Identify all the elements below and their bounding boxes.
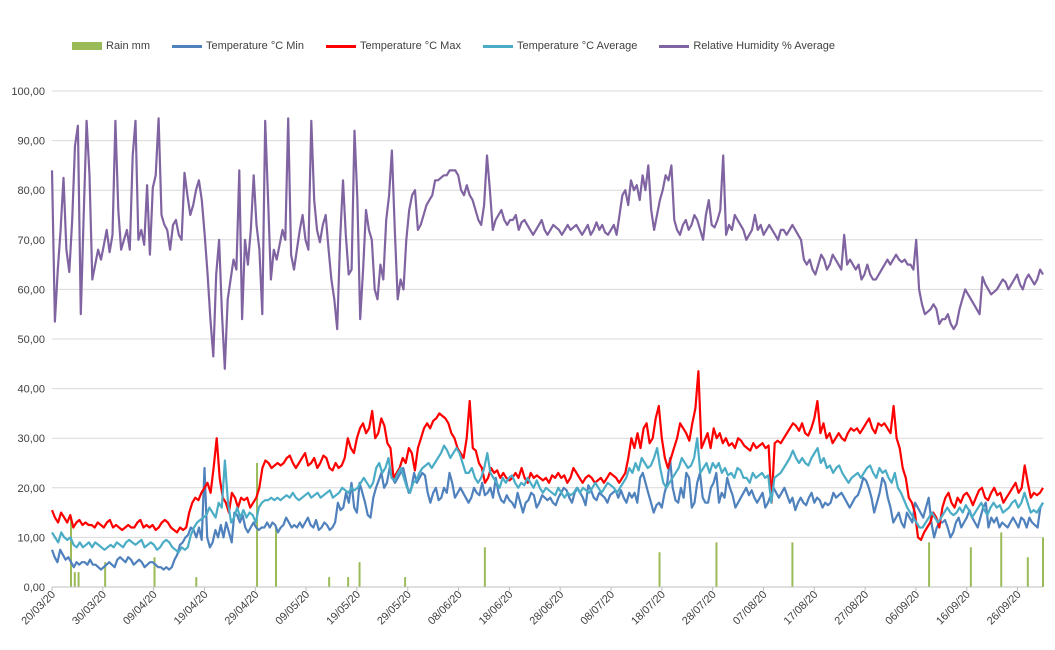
x-tick-label: 29/04/20 — [223, 589, 262, 628]
rain-bar — [715, 542, 718, 587]
rain-bar — [73, 572, 76, 587]
y-tick-label: 20,00 — [17, 483, 45, 495]
rain-bar — [69, 517, 72, 587]
legend-swatch-temp-max — [325, 44, 356, 48]
rain-bar — [404, 577, 407, 587]
y-tick-label: 10,00 — [17, 532, 45, 544]
rain-bar — [195, 577, 198, 587]
legend-label-rain: Rain mm — [106, 40, 151, 52]
y-axis-tick-labels: 0,00 10,00 20,00 30,00 40,00 50,00 60,00 70,00 8… — [11, 86, 45, 594]
rain-bar — [104, 562, 107, 587]
x-tick-label: 29/05/20 — [375, 589, 414, 628]
legend-swatch-rain — [72, 42, 102, 50]
rain-bar — [791, 542, 794, 587]
legend-swatch-temp-avg — [482, 44, 513, 48]
series-line-relative-humidity-average — [50, 117, 1044, 370]
series-line-temperature-c-average — [51, 437, 1044, 554]
x-axis-tick-labels: 20/03/20 30/03/20 09/04/20 19/04/20 29/04/20… — [19, 587, 1024, 628]
legend-label-temp-avg: Temperature °C Average — [516, 40, 638, 52]
legend-swatch-temp-min — [172, 44, 203, 48]
rain-bar — [658, 552, 661, 587]
y-tick-label: 80,00 — [17, 185, 45, 197]
x-tick-label: 26/09/20 — [985, 589, 1024, 628]
rain-bar — [77, 572, 80, 587]
x-tick-label: 27/08/20 — [832, 589, 871, 628]
x-tick-label: 09/04/20 — [121, 589, 160, 628]
legend-label-temp-min: Temperature °C Min — [206, 40, 304, 52]
legend-swatch-humidity — [659, 44, 690, 48]
y-tick-label: 50,00 — [17, 334, 45, 346]
rain-bar — [928, 542, 931, 587]
x-tick-label: 16/09/20 — [934, 589, 973, 628]
rain-bar — [1042, 537, 1044, 587]
legend-item-temp-avg: Temperature °C Average — [482, 40, 638, 52]
rain-bar — [328, 577, 331, 587]
rain-bar — [1026, 557, 1029, 587]
x-tick-label: 08/07/20 — [578, 589, 617, 628]
legend-item-temp-min: Temperature °C Min — [172, 40, 304, 52]
x-tick-label: 06/09/20 — [883, 589, 922, 628]
x-tick-label: 18/07/20 — [629, 589, 668, 628]
legend-item-humidity: Relative Humidity % Average — [659, 40, 835, 52]
y-tick-label: 40,00 — [17, 384, 45, 396]
rain-bar — [358, 562, 361, 587]
y-tick-label: 0,00 — [24, 582, 45, 594]
x-tick-label: 09/05/20 — [273, 589, 312, 628]
rain-bars — [69, 463, 1044, 587]
y-tick-label: 70,00 — [17, 235, 45, 247]
x-tick-label: 19/05/20 — [324, 589, 363, 628]
legend-label-humidity: Relative Humidity % Average — [693, 40, 835, 52]
x-tick-label: 28/07/20 — [680, 589, 719, 628]
rain-bar — [969, 547, 972, 587]
legend-label-temp-max: Temperature °C Max — [359, 40, 461, 52]
x-tick-label: 08/06/20 — [426, 589, 465, 628]
legend-item-rain: Rain mm — [72, 40, 150, 52]
x-tick-label: 07/08/20 — [731, 589, 770, 628]
x-tick-label: 19/04/20 — [172, 589, 211, 628]
y-tick-label: 90,00 — [17, 136, 45, 148]
x-tick-label: 18/06/20 — [477, 589, 516, 628]
x-tick-label: 28/06/20 — [528, 589, 567, 628]
y-tick-label: 30,00 — [17, 433, 45, 445]
rain-bar — [1000, 532, 1003, 587]
x-tick-label: 30/03/20 — [70, 589, 109, 628]
x-tick-label: 17/08/20 — [782, 589, 821, 628]
rain-bar — [153, 557, 156, 587]
rain-bar — [275, 527, 278, 587]
series-lines — [50, 117, 1044, 571]
rain-bar — [256, 463, 259, 587]
y-tick-label: 100,00 — [11, 86, 45, 98]
rain-bar — [483, 547, 486, 587]
gridlines — [52, 90, 1043, 538]
rain-bar — [347, 577, 350, 587]
x-tick-label: 20/03/20 — [19, 589, 58, 628]
chart-legend: Rain mm Temperature °C Min Temperature °… — [72, 38, 857, 54]
y-tick-label: 60,00 — [17, 284, 45, 296]
legend-item-temp-max: Temperature °C Max — [325, 40, 461, 52]
series-line-temperature-c-min — [50, 456, 1044, 571]
series-line-temperature-c-max — [50, 370, 1044, 542]
